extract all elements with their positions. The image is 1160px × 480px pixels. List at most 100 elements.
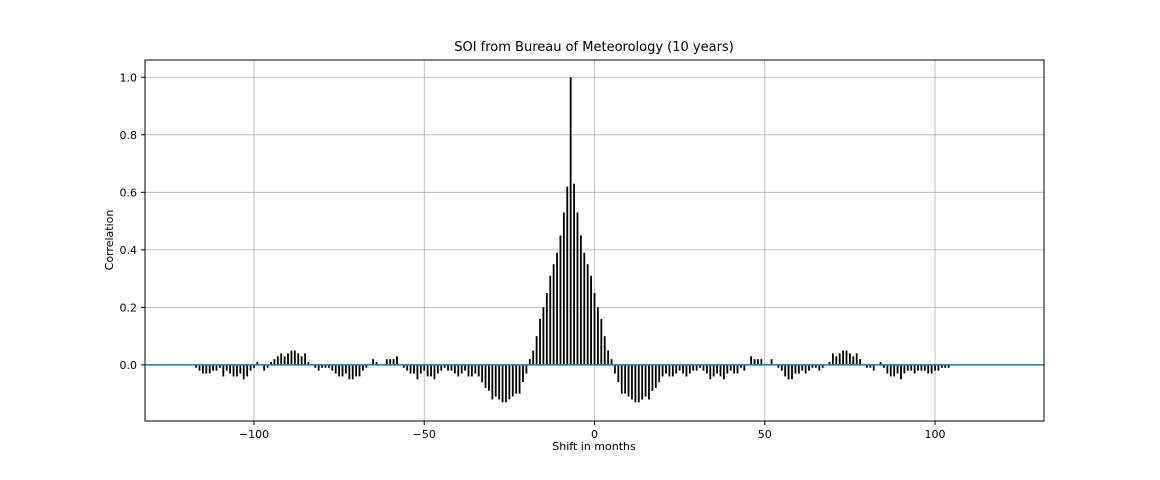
- correlation-bar: [917, 364, 919, 371]
- correlation-bar: [770, 359, 773, 365]
- correlation-bar: [709, 364, 712, 380]
- correlation-bar: [406, 364, 409, 371]
- correlation-bar: [644, 364, 647, 397]
- correlation-bar: [692, 364, 695, 371]
- correlation-bar: [838, 353, 841, 365]
- correlation-bar: [794, 364, 797, 374]
- correlation-bar: [460, 364, 463, 374]
- correlation-bar: [797, 364, 800, 374]
- correlation-bar: [249, 364, 252, 371]
- correlation-bar: [702, 364, 705, 371]
- correlation-bar: [488, 364, 490, 391]
- correlation-bar: [273, 359, 276, 365]
- correlation-bar: [423, 364, 426, 371]
- correlation-bar: [723, 364, 725, 380]
- correlation-bar: [345, 364, 347, 374]
- x-tick-label: −100: [239, 428, 269, 441]
- correlation-bar: [331, 364, 334, 371]
- correlation-bar: [729, 364, 732, 371]
- correlation-bar: [419, 364, 422, 374]
- correlation-bar: [222, 364, 225, 377]
- correlation-bar: [426, 364, 429, 377]
- correlation-bar: [351, 364, 354, 380]
- correlation-bar: [651, 364, 654, 391]
- correlation-bar: [658, 364, 661, 383]
- correlation-bar: [583, 252, 586, 365]
- correlation-bar: [297, 353, 300, 365]
- correlation-bar: [283, 356, 286, 365]
- correlation-bar: [453, 364, 456, 374]
- correlation-bar: [757, 359, 759, 365]
- correlation-bar: [208, 364, 211, 374]
- correlation-bar: [236, 364, 238, 377]
- correlation-bar: [484, 364, 487, 388]
- correlation-bar: [307, 362, 310, 365]
- correlation-bar: [508, 364, 511, 400]
- correlation-bar: [818, 364, 821, 371]
- correlation-bar: [348, 364, 351, 380]
- correlation-bar: [617, 364, 620, 383]
- correlation-bar: [522, 364, 524, 383]
- correlation-bar: [341, 364, 344, 377]
- correlation-bar: [491, 364, 494, 400]
- correlation-bar: [212, 364, 215, 371]
- correlation-bar: [569, 77, 572, 365]
- correlation-bar: [712, 364, 715, 377]
- correlation-bar: [232, 364, 235, 377]
- correlation-bar: [287, 353, 289, 365]
- correlation-bar: [845, 350, 848, 365]
- correlation-bar: [743, 364, 746, 371]
- correlation-bar: [334, 364, 337, 374]
- correlation-bar: [620, 364, 623, 394]
- correlation-bar: [416, 364, 419, 380]
- y-tick-label: 0.8: [120, 129, 138, 142]
- correlation-bar: [590, 275, 592, 365]
- correlation-bar: [780, 364, 783, 371]
- correlation-bar: [474, 364, 477, 374]
- correlation-bar: [314, 364, 317, 368]
- correlation-bar: [866, 364, 868, 368]
- correlation-bar: [835, 356, 838, 365]
- correlation-bar: [256, 362, 259, 365]
- correlation-bar: [808, 364, 810, 371]
- correlation-bar: [545, 293, 548, 365]
- correlation-bar: [263, 364, 266, 371]
- correlation-bar: [849, 353, 851, 365]
- correlation-bar: [671, 364, 674, 377]
- correlation-bar: [321, 364, 323, 368]
- correlation-bar: [733, 364, 736, 374]
- correlation-bar: [219, 364, 221, 368]
- correlation-bar: [464, 364, 466, 371]
- correlation-bar: [791, 364, 793, 380]
- correlation-bar: [668, 364, 671, 377]
- correlation-bar: [654, 364, 657, 388]
- correlation-bar: [457, 364, 460, 377]
- correlation-bar: [477, 364, 480, 377]
- correlation-bar: [944, 364, 947, 368]
- correlation-bar: [637, 364, 640, 403]
- correlation-bar: [559, 235, 562, 365]
- correlation-bar: [859, 359, 862, 365]
- correlation-bar: [634, 364, 637, 403]
- correlation-bar: [392, 359, 395, 365]
- bar-series: [188, 77, 967, 403]
- y-tick-label: 0.2: [120, 301, 138, 314]
- correlation-bar: [879, 362, 882, 365]
- correlation-bar: [242, 364, 245, 380]
- correlation-bar: [205, 364, 208, 374]
- correlation-bar: [362, 364, 364, 371]
- correlation-bar: [716, 364, 718, 374]
- correlation-bar: [934, 364, 936, 371]
- correlation-bar: [409, 364, 412, 374]
- correlation-bar: [750, 356, 753, 365]
- correlation-bar: [372, 359, 375, 365]
- correlation-bar: [886, 364, 889, 374]
- correlation-bar: [246, 364, 249, 377]
- correlation-bar: [433, 364, 436, 380]
- correlation-bar: [811, 364, 814, 368]
- correlation-bar: [505, 364, 507, 403]
- correlation-bar: [396, 356, 398, 365]
- correlation-bar: [740, 364, 742, 368]
- correlation-bar: [852, 356, 855, 365]
- y-axis-label: Correlation: [103, 210, 116, 271]
